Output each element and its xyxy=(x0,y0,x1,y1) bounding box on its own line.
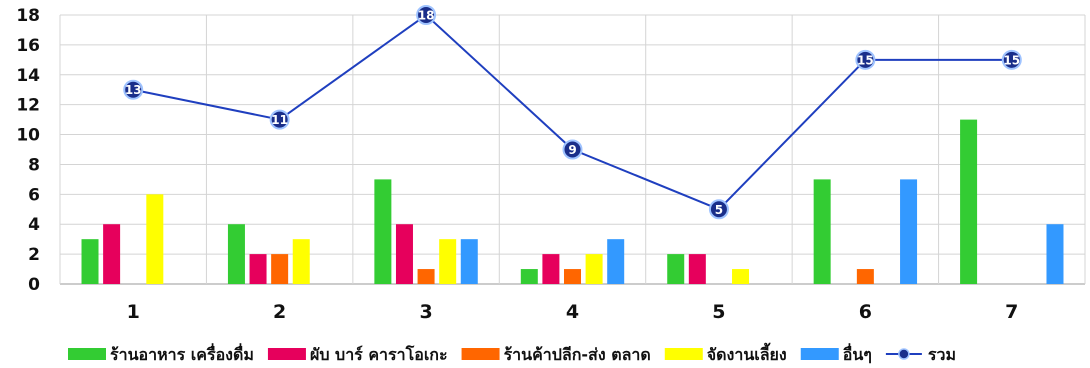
x-tick-label: 5 xyxy=(712,301,725,323)
x-tick-label: 2 xyxy=(273,301,286,323)
legend-marker xyxy=(898,348,910,360)
x-tick-label: 1 xyxy=(127,301,140,323)
total-data-label: 13 xyxy=(125,83,142,97)
total-marker xyxy=(708,199,729,220)
y-tick-label: 4 xyxy=(28,215,40,235)
bar xyxy=(81,239,99,284)
x-tick-label: 4 xyxy=(566,301,579,323)
bar xyxy=(607,239,625,284)
bar xyxy=(271,254,289,284)
bar xyxy=(146,194,164,284)
bar xyxy=(520,269,538,284)
total-marker xyxy=(123,79,144,100)
total-marker xyxy=(269,109,290,130)
total-data-label: 18 xyxy=(418,9,435,23)
y-tick-label: 2 xyxy=(28,245,40,265)
bar xyxy=(417,269,435,284)
total-data-label: 15 xyxy=(857,53,874,67)
total-marker xyxy=(416,5,437,25)
total-marker xyxy=(562,139,583,160)
y-tick-label: 10 xyxy=(16,126,40,146)
bar xyxy=(688,254,706,284)
bar xyxy=(395,224,413,284)
total-marker xyxy=(1001,49,1022,70)
bar xyxy=(732,269,750,284)
total-marker xyxy=(855,49,876,70)
legend: ร้านอาหาร เครื่องดื่ม ผับ บาร์ คาราโอเกะ ร… xyxy=(68,342,956,364)
x-tick-label: 3 xyxy=(419,301,432,323)
bar xyxy=(249,254,267,284)
bar xyxy=(960,119,978,284)
bar xyxy=(374,179,392,284)
bar xyxy=(1046,224,1064,284)
x-axis-ticks: 1 2 3 4 5 6 7 xyxy=(127,301,1019,323)
total-line-path xyxy=(133,13,1012,211)
bar xyxy=(900,179,918,284)
bar xyxy=(585,254,603,284)
legend-label: จัดงานเลี้ยง xyxy=(707,342,787,364)
total-line: 13 11 18 9 5 15 15 xyxy=(123,5,1022,220)
bar xyxy=(813,179,831,284)
y-tick-label: 18 xyxy=(16,6,40,26)
total-data-label: 5 xyxy=(715,203,723,217)
legend-swatch xyxy=(267,348,306,360)
bar xyxy=(292,239,310,284)
x-tick-label: 6 xyxy=(859,301,872,323)
bar xyxy=(227,224,245,284)
bar xyxy=(439,239,457,284)
legend-label: ผับ บาร์ คาราโอเกะ xyxy=(310,344,448,364)
legend-swatch xyxy=(461,348,500,360)
x-tick-label: 7 xyxy=(1005,301,1018,323)
total-data-label: 9 xyxy=(568,143,576,157)
y-tick-label: 8 xyxy=(28,155,40,175)
bar xyxy=(856,269,874,284)
bars xyxy=(81,119,1064,284)
legend-label: รวม xyxy=(928,345,956,364)
bar xyxy=(564,269,581,284)
y-tick-label: 12 xyxy=(16,96,40,116)
total-data-label: 11 xyxy=(271,113,288,127)
bar xyxy=(542,254,560,284)
y-tick-label: 0 xyxy=(28,275,40,295)
bar xyxy=(460,239,478,284)
y-tick-label: 16 xyxy=(16,36,40,56)
legend-swatch xyxy=(68,348,106,360)
legend-swatch xyxy=(664,348,703,360)
total-data-label: 15 xyxy=(1003,53,1020,67)
bar xyxy=(667,254,685,284)
legend-label: ร้านอาหาร เครื่องดื่ม xyxy=(110,343,254,364)
legend-swatch xyxy=(800,348,839,360)
legend-label: อื่นๆ xyxy=(842,343,872,364)
legend-label: ร้านค้าปลีก-ส่ง ตลาด xyxy=(504,345,651,364)
bar xyxy=(103,224,121,284)
y-tick-label: 14 xyxy=(16,66,40,86)
y-tick-label: 6 xyxy=(28,185,40,205)
y-axis-ticks: 0 2 4 6 8 10 12 14 16 18 xyxy=(16,6,40,295)
